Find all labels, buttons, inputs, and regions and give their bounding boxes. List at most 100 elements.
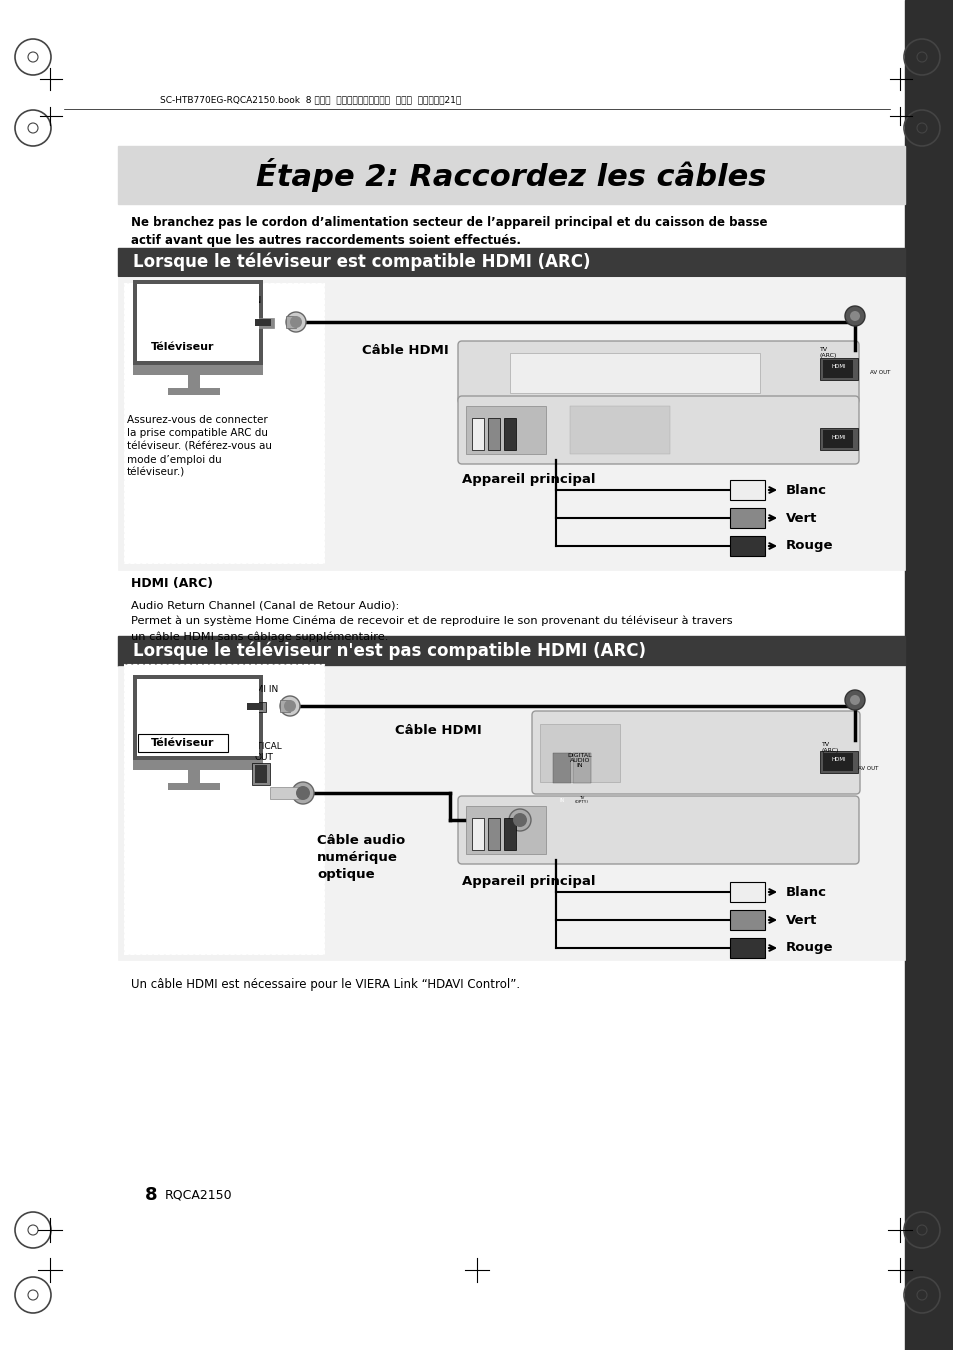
- Bar: [904, 0, 953, 1350]
- Bar: [138, 734, 228, 752]
- Bar: [729, 536, 764, 556]
- Bar: [252, 319, 274, 328]
- Text: IN: IN: [576, 763, 582, 768]
- Text: TV
(OPTY): TV (OPTY): [575, 795, 588, 805]
- Bar: [132, 364, 263, 375]
- Text: TV: TV: [821, 743, 829, 747]
- Text: HDMI: HDMI: [831, 435, 845, 440]
- Text: Câble HDMI: Câble HDMI: [395, 724, 481, 737]
- Text: Vert: Vert: [785, 914, 817, 926]
- Bar: [729, 882, 764, 902]
- Bar: [510, 352, 760, 393]
- Text: Téléviseur: Téléviseur: [152, 738, 214, 748]
- Circle shape: [849, 695, 859, 705]
- Bar: [138, 338, 228, 356]
- FancyBboxPatch shape: [532, 711, 859, 794]
- FancyBboxPatch shape: [457, 796, 858, 864]
- Bar: [118, 636, 904, 666]
- Circle shape: [295, 786, 310, 801]
- Bar: [820, 751, 857, 774]
- Bar: [188, 374, 200, 387]
- Text: Ne branchez pas le cordon d’alimentation secteur de l’appareil principal et du c: Ne branchez pas le cordon d’alimentation…: [131, 216, 767, 247]
- Text: Audio Return Channel (Canal de Retour Audio):: Audio Return Channel (Canal de Retour Au…: [131, 601, 399, 612]
- Bar: [822, 360, 852, 378]
- Text: Lorsque le téléviseur n'est pas compatible HDMI (ARC): Lorsque le téléviseur n'est pas compatib…: [132, 641, 645, 660]
- Text: AV OUT: AV OUT: [857, 765, 878, 771]
- Bar: [118, 277, 904, 570]
- Text: OPTICAL: OPTICAL: [245, 743, 282, 751]
- Bar: [244, 702, 266, 711]
- Text: HDMI (ARC): HDMI (ARC): [131, 576, 213, 590]
- Text: OUT: OUT: [254, 753, 274, 761]
- Bar: [118, 666, 904, 960]
- Text: Rouge: Rouge: [785, 540, 833, 552]
- Bar: [729, 481, 764, 500]
- Text: (ARC): (ARC): [821, 748, 839, 753]
- Text: Appareil principal: Appareil principal: [461, 875, 595, 888]
- Bar: [132, 760, 263, 770]
- Text: Étape 2: Raccordez les câbles: Étape 2: Raccordez les câbles: [255, 158, 765, 192]
- Bar: [822, 753, 852, 771]
- Bar: [465, 406, 545, 454]
- Bar: [729, 508, 764, 528]
- Text: IN: IN: [558, 798, 564, 802]
- Text: Vert: Vert: [785, 512, 817, 525]
- Bar: [488, 818, 499, 850]
- FancyBboxPatch shape: [457, 342, 858, 404]
- Bar: [569, 406, 669, 454]
- Text: Un câble HDMI est nécessaire pour le VIERA Link “HDAVI Control”.: Un câble HDMI est nécessaire pour le VIE…: [131, 977, 519, 991]
- Bar: [254, 319, 271, 325]
- Circle shape: [286, 312, 306, 332]
- Text: DIGITAL: DIGITAL: [567, 753, 592, 757]
- Bar: [539, 724, 619, 782]
- Circle shape: [513, 813, 526, 828]
- Bar: [286, 316, 295, 328]
- Text: SC-HTB770EG-RQCA2150.book  8 ページ  ２０１３年２月２５日  月曜日  午前１０時21分: SC-HTB770EG-RQCA2150.book 8 ページ ２０１３年２月２…: [160, 95, 460, 104]
- Text: HDMI IN: HDMI IN: [225, 296, 261, 305]
- Text: Blanc: Blanc: [785, 886, 826, 899]
- Bar: [254, 765, 267, 783]
- Bar: [729, 910, 764, 930]
- Text: HDMI: HDMI: [831, 364, 845, 369]
- Text: Assurez-vous de connecter
la prise compatible ARC du
téléviseur. (Référez-vous a: Assurez-vous de connecter la prise compa…: [127, 414, 272, 478]
- Bar: [553, 753, 571, 783]
- Bar: [132, 675, 263, 760]
- Circle shape: [280, 697, 299, 716]
- Text: Rouge: Rouge: [785, 941, 833, 954]
- Bar: [503, 818, 516, 850]
- Text: Câble HDMI: Câble HDMI: [361, 344, 448, 356]
- Bar: [124, 664, 324, 954]
- Bar: [488, 418, 499, 450]
- Text: Lorsque le téléviseur est compatible HDMI (ARC): Lorsque le téléviseur est compatible HDM…: [132, 252, 590, 271]
- Bar: [472, 418, 483, 450]
- Circle shape: [284, 701, 295, 711]
- Bar: [472, 818, 483, 850]
- Text: Blanc: Blanc: [785, 483, 826, 497]
- Circle shape: [292, 782, 314, 805]
- Text: AUDIO: AUDIO: [569, 757, 590, 763]
- FancyBboxPatch shape: [457, 396, 858, 464]
- Text: Téléviseur: Téléviseur: [152, 342, 214, 352]
- Bar: [820, 428, 857, 450]
- Bar: [118, 146, 904, 204]
- Bar: [280, 701, 290, 711]
- Bar: [729, 938, 764, 958]
- Text: HDMI: HDMI: [831, 757, 845, 761]
- Circle shape: [509, 809, 531, 832]
- Bar: [168, 387, 220, 396]
- Bar: [137, 284, 258, 360]
- Text: Câble audio
numérique
optique: Câble audio numérique optique: [316, 834, 405, 882]
- Text: AV OUT: AV OUT: [869, 370, 889, 374]
- Text: un câble HDMI sans câblage supplémentaire.: un câble HDMI sans câblage supplémentair…: [131, 632, 388, 643]
- Bar: [188, 769, 200, 783]
- Text: Permet à un système Home Cinéma de recevoir et de reproduire le son provenant du: Permet à un système Home Cinéma de recev…: [131, 616, 732, 626]
- Text: TV: TV: [820, 347, 827, 352]
- Bar: [137, 679, 258, 756]
- Bar: [270, 787, 303, 799]
- Bar: [247, 703, 263, 710]
- Bar: [820, 358, 857, 379]
- Circle shape: [844, 690, 864, 710]
- Bar: [124, 284, 324, 563]
- Bar: [252, 763, 270, 784]
- Bar: [465, 806, 545, 855]
